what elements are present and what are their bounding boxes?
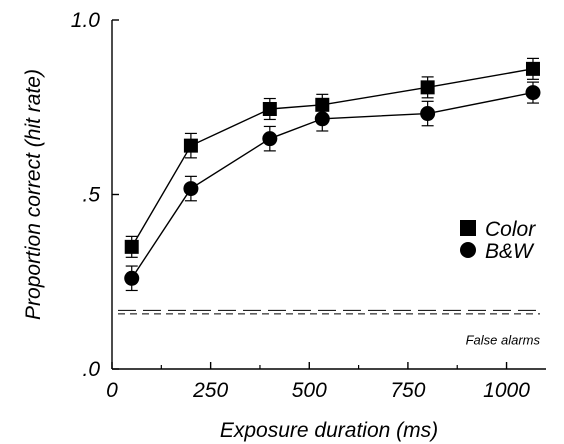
data-point: [525, 85, 541, 101]
data-point: [262, 131, 278, 147]
data-point: [420, 80, 435, 95]
data-point: [183, 138, 198, 153]
y-axis-label: Proportion correct (hit rate): [22, 69, 45, 320]
series-bw: [124, 81, 541, 292]
x-axis-label: Exposure duration (ms): [220, 419, 438, 442]
data-point: [315, 97, 330, 112]
y-tick-label: 1.0: [71, 9, 101, 32]
series-color: [124, 57, 540, 258]
data-point: [420, 106, 436, 122]
data-point: [525, 61, 540, 76]
axes: [111, 20, 546, 370]
legend-label: B&W: [485, 240, 535, 263]
legend-label: Color: [485, 218, 536, 241]
x-tick-label: 1000: [483, 379, 530, 402]
series-group: [124, 57, 541, 292]
data-point: [183, 181, 199, 197]
legend-marker-circle: [460, 242, 476, 258]
y-tick-label: .0: [82, 358, 100, 381]
y-tick-label: .5: [82, 184, 100, 207]
series-line: [131, 68, 534, 248]
reference-lines: False alarms: [118, 309, 541, 347]
data-point: [124, 239, 139, 254]
x-tick-label: 750: [390, 379, 425, 402]
data-point: [124, 270, 140, 286]
false-alarms-label: False alarms: [466, 332, 541, 347]
data-point: [314, 111, 330, 127]
data-point: [262, 101, 277, 116]
x-tick-label: 500: [292, 379, 327, 402]
legend-marker-square: [460, 220, 476, 236]
x-tick-label: 0: [106, 379, 118, 402]
x-tick-label: 250: [192, 379, 228, 402]
ticks: .0 .5 1.0 0 250 500 750 1000: [71, 9, 530, 402]
series-line: [131, 91, 534, 279]
